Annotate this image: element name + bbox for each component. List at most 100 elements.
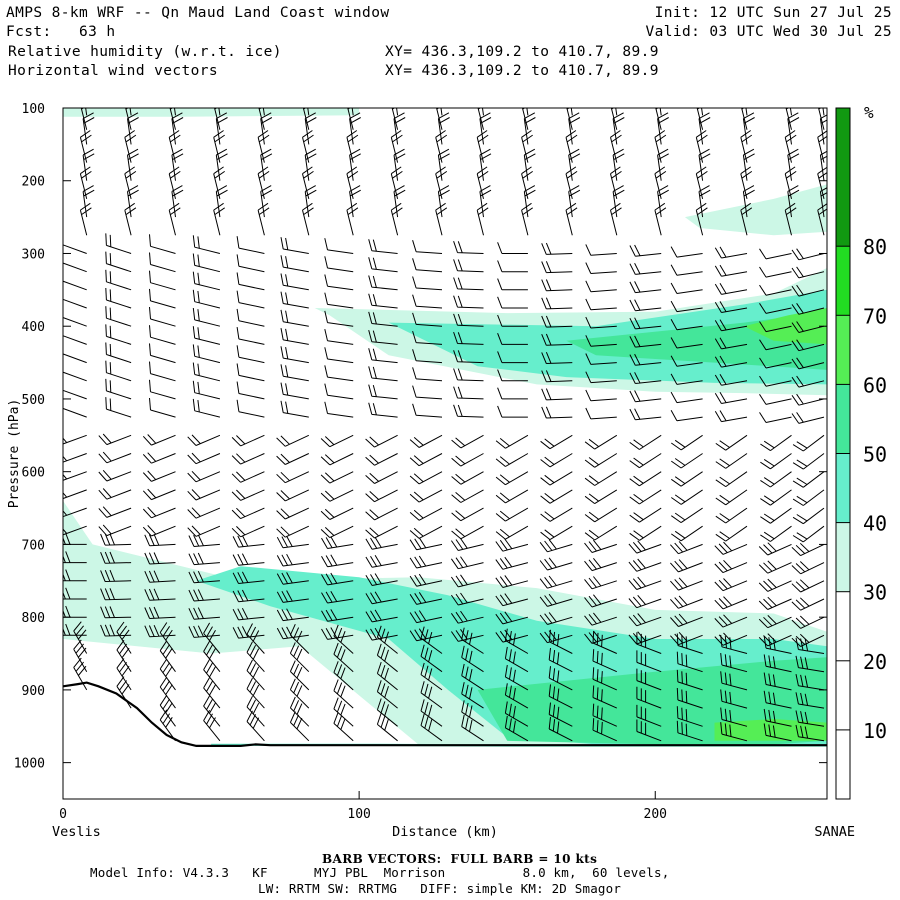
wind-barb bbox=[740, 130, 753, 163]
wind-barb bbox=[324, 238, 354, 254]
wind-barb bbox=[368, 366, 398, 382]
wind-barb bbox=[792, 434, 825, 452]
wind-barb bbox=[584, 539, 617, 553]
wind-barb bbox=[63, 551, 87, 564]
wind-barb bbox=[720, 707, 748, 727]
wind-barb bbox=[791, 375, 825, 388]
wind-barb bbox=[159, 709, 176, 742]
wind-barb bbox=[541, 370, 573, 383]
wind-barb bbox=[105, 324, 132, 345]
wind-barb bbox=[420, 662, 443, 691]
wind-barb bbox=[481, 108, 484, 116]
wind-barb bbox=[461, 645, 484, 673]
wind-barb bbox=[236, 290, 265, 309]
wind-barb bbox=[759, 394, 792, 405]
wind-barb bbox=[98, 524, 132, 537]
wind-barb bbox=[497, 314, 528, 327]
colorbar-bin bbox=[836, 108, 850, 247]
model-info: Model Info: V4.3.3 KF MYJ PBL Morrison 8… bbox=[90, 865, 670, 880]
wind-barb bbox=[584, 630, 617, 644]
wind-barb bbox=[592, 703, 618, 727]
wind-barb bbox=[461, 627, 484, 654]
wind-barb bbox=[787, 185, 800, 218]
wind-barb bbox=[670, 337, 703, 349]
wind-barb bbox=[246, 623, 265, 654]
wind-barb bbox=[280, 291, 309, 309]
wind-barb bbox=[169, 108, 176, 130]
wind-barb bbox=[260, 112, 273, 145]
wind-barb bbox=[540, 453, 573, 468]
wind-barb bbox=[333, 712, 354, 742]
wind-barb bbox=[541, 388, 573, 401]
wind-barb bbox=[368, 348, 398, 364]
wind-barb bbox=[451, 525, 484, 540]
wind-barb bbox=[759, 357, 792, 369]
rh-region-60-70 bbox=[714, 719, 827, 741]
wind-barb bbox=[289, 678, 310, 709]
wind-barb bbox=[521, 202, 533, 236]
wind-barb bbox=[819, 150, 827, 181]
wind-barb bbox=[714, 319, 748, 332]
wind-barb bbox=[365, 609, 398, 623]
wind-barb bbox=[192, 398, 221, 418]
colorbar-bin bbox=[836, 522, 850, 592]
wind-barb bbox=[817, 203, 827, 236]
wind-barb bbox=[171, 148, 184, 181]
wind-barb bbox=[791, 633, 825, 647]
wind-barb bbox=[63, 335, 87, 345]
wind-barb bbox=[479, 185, 492, 218]
wind-barb bbox=[629, 408, 662, 421]
wind-barb bbox=[539, 539, 573, 553]
wind-barb bbox=[144, 534, 176, 547]
wind-barb bbox=[324, 383, 354, 400]
wind-barb bbox=[214, 108, 221, 130]
wind-barb bbox=[105, 397, 132, 418]
rh-region-30-40 bbox=[63, 108, 360, 117]
wind-barb bbox=[302, 202, 314, 236]
wind-barb bbox=[437, 185, 450, 218]
wind-barb bbox=[73, 657, 88, 691]
wind-barb bbox=[260, 185, 273, 218]
wind-barb bbox=[63, 605, 87, 618]
wind-barb bbox=[149, 270, 176, 291]
wind-barb bbox=[526, 108, 529, 116]
wind-barb bbox=[396, 108, 399, 116]
wind-barb bbox=[539, 593, 573, 607]
wind-barb bbox=[670, 541, 703, 555]
wind-barb bbox=[321, 572, 354, 586]
wind-barb bbox=[320, 453, 354, 466]
wind-barb bbox=[159, 640, 176, 672]
wind-barb bbox=[368, 402, 398, 418]
wind-barb bbox=[390, 166, 403, 200]
wind-barb bbox=[437, 148, 450, 181]
wind-barb bbox=[636, 632, 662, 654]
wind-barb bbox=[714, 410, 748, 423]
wind-barb bbox=[203, 622, 221, 654]
wind-barb bbox=[791, 321, 825, 333]
wind-barb bbox=[236, 381, 265, 400]
wind-barb bbox=[236, 363, 265, 382]
wind-barb bbox=[63, 353, 87, 364]
wind-barb bbox=[324, 401, 354, 418]
wind-barb bbox=[105, 360, 132, 382]
wind-barb bbox=[420, 644, 443, 673]
wind-barb bbox=[368, 239, 398, 254]
wind-barb bbox=[584, 612, 617, 626]
wind-barb bbox=[760, 489, 792, 506]
wind-barb bbox=[760, 453, 792, 470]
wind-barb bbox=[144, 570, 176, 583]
wind-barb bbox=[592, 630, 618, 654]
wind-barb bbox=[657, 185, 669, 218]
wind-barb bbox=[171, 185, 184, 218]
wind-barb bbox=[759, 412, 792, 423]
wind-barb bbox=[714, 614, 748, 628]
wind-barb bbox=[497, 260, 528, 273]
wind-barb bbox=[231, 507, 265, 520]
wind-barb bbox=[333, 661, 354, 691]
wind-barb bbox=[63, 262, 87, 273]
wind-barb bbox=[171, 112, 184, 145]
wind-barb bbox=[539, 612, 573, 625]
wind-barb bbox=[188, 589, 220, 602]
wind-barb bbox=[497, 405, 528, 418]
wind-barb bbox=[324, 292, 354, 309]
